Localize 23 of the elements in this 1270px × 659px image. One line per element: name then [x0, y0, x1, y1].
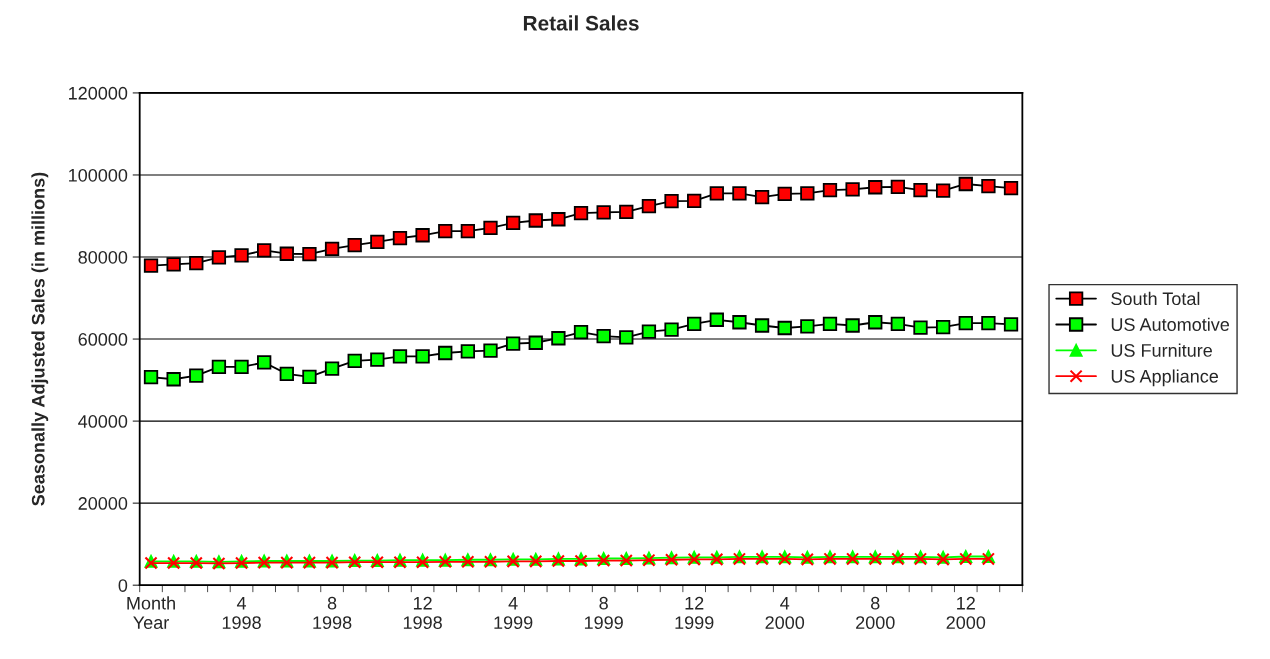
chart-title: Retail Sales	[523, 15, 639, 31]
legend-label: South Total	[1111, 291, 1200, 306]
legend-label: US Automotive	[1111, 317, 1230, 331]
legend-label: US Appliance	[1111, 369, 1219, 387]
x-tick-label: 8 1999	[584, 596, 623, 630]
y-axis-title: Seasonally Adjusted Sales (in millions)	[31, 172, 49, 506]
y-tick-label: 100000	[69, 168, 128, 182]
y-tick-label: 20000	[78, 497, 128, 510]
x-tick-label: 4 1999	[494, 596, 533, 630]
y-tick-label: 40000	[78, 415, 128, 428]
y-tick-label: 60000	[78, 332, 128, 346]
x-tick-label: 8 2000	[856, 596, 895, 630]
x-tick-label: Month Year	[127, 596, 175, 630]
x-tick-label: 4 1998	[222, 596, 261, 630]
x-tick-label: 12 1998	[403, 596, 442, 630]
y-tick-label: 80000	[78, 250, 128, 264]
y-tick-label: 0	[118, 579, 128, 592]
legend-label: US Furniture	[1111, 343, 1212, 357]
x-tick-label: 12 1999	[675, 596, 714, 630]
x-tick-label: 4 2000	[765, 596, 805, 630]
x-tick-label: 12 2000	[946, 596, 986, 630]
y-tick-label: 120000	[69, 86, 128, 100]
x-tick-label: 8 1998	[313, 596, 352, 630]
